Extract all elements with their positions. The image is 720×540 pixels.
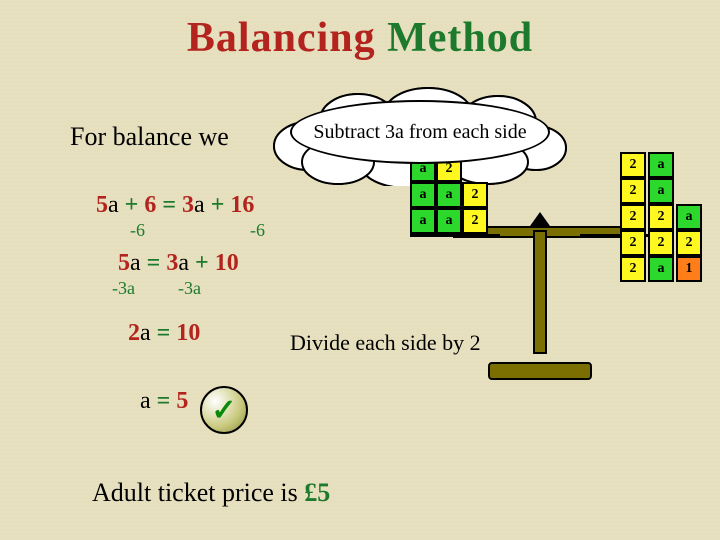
const: 6 (144, 192, 156, 218)
block-a: a (648, 256, 674, 282)
block-1: 1 (676, 256, 702, 282)
op: + (211, 192, 225, 218)
step-sub-left-1: -6 (130, 220, 145, 241)
coef: 5 (118, 250, 130, 276)
scale-fulcrum (530, 212, 550, 226)
var: a (178, 250, 189, 276)
block-2: 2 (620, 204, 646, 230)
check-icon: ✓ (200, 386, 248, 434)
equation-1: 5a + 6 = 3a + 16 (96, 192, 254, 219)
block-a: a (410, 208, 436, 234)
block-a: a (436, 208, 462, 234)
coef: 3 (166, 250, 178, 276)
block-a: a (410, 182, 436, 208)
answer-label: Adult ticket price is (92, 478, 304, 507)
block-2: 2 (648, 230, 674, 256)
block-2: 2 (676, 230, 702, 256)
const: 16 (230, 192, 254, 218)
equation-3: 2a = 10 (128, 320, 200, 347)
const: 10 (176, 320, 200, 346)
op: + (195, 250, 209, 276)
scale-base (488, 362, 592, 380)
equals: = (147, 250, 161, 276)
right-pan-stack: 22222aa22aa21 (620, 152, 702, 282)
const: 10 (215, 250, 239, 276)
equals: = (157, 388, 171, 414)
answer-price: £5 (304, 478, 330, 507)
coef: 3 (182, 192, 194, 218)
block-2: 2 (620, 256, 646, 282)
var: a (194, 192, 205, 218)
answer-text: Adult ticket price is £5 (92, 478, 330, 508)
block-a: a (676, 204, 702, 230)
scale-post (533, 230, 547, 354)
step-sub-left-2: -3a (112, 278, 135, 299)
equals: = (162, 192, 176, 218)
equation-2: 5a = 3a + 10 (118, 250, 239, 277)
block-2: 2 (620, 152, 646, 178)
block-2: 2 (462, 182, 488, 208)
page-title: Balancing Method (0, 14, 720, 62)
coef: 2 (128, 320, 140, 346)
title-word-1: Balancing (187, 15, 376, 61)
op: + (125, 192, 139, 218)
left-pan-stack: aa2aa2a2 (410, 156, 488, 234)
const: 5 (176, 388, 188, 414)
block-2: 2 (648, 204, 674, 230)
block-a: a (436, 182, 462, 208)
step-sub-right-2: -3a (178, 278, 201, 299)
block-a: a (648, 152, 674, 178)
coef: 5 (96, 192, 108, 218)
var: a (130, 250, 141, 276)
step-sub-right-1: -6 (250, 220, 265, 241)
block-2: 2 (462, 208, 488, 234)
block-2: 2 (620, 178, 646, 204)
intro-text: For balance we (70, 122, 229, 152)
var: a (108, 192, 119, 218)
var: a (140, 388, 151, 414)
var: a (140, 320, 151, 346)
equation-4: a = 5 (140, 388, 188, 415)
hint-bubble: Subtract 3a from each side (290, 100, 550, 164)
block-2: 2 (620, 230, 646, 256)
equals: = (157, 320, 171, 346)
scale-pan-left (410, 234, 500, 237)
title-word-2: Method (387, 15, 533, 61)
block-a: a (648, 178, 674, 204)
